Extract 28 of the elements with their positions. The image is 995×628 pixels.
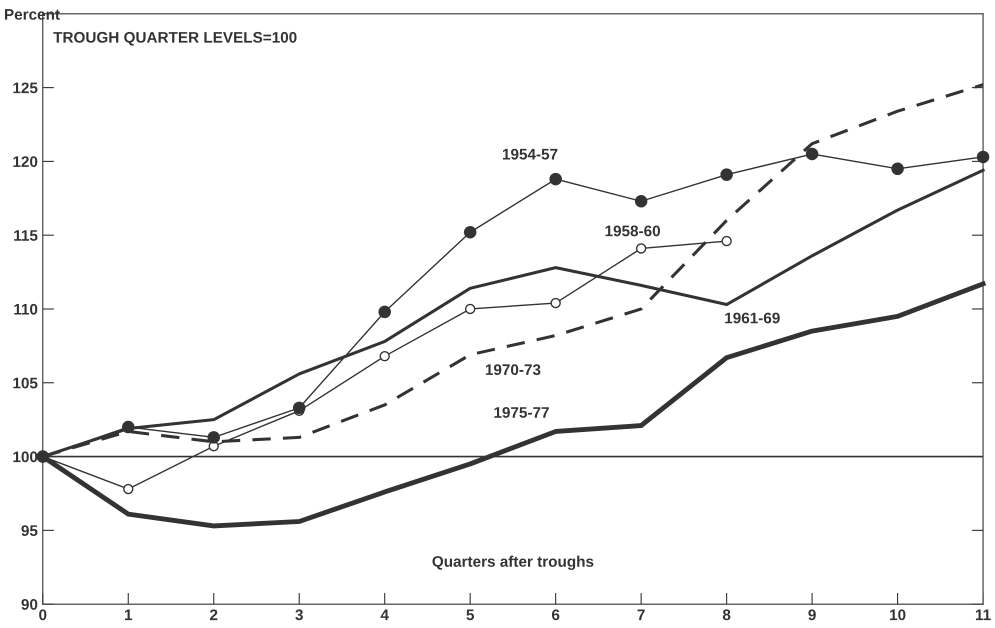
y-tick-label: 105 — [13, 378, 38, 388]
y-tick-label: 90 — [21, 599, 38, 610]
x-tick-label: 4 — [380, 610, 389, 620]
x-tick-label: 6 — [552, 609, 560, 620]
series-label: 1958-60 — [606, 226, 660, 236]
x-tick-label: 2 — [210, 609, 218, 620]
series-label: 1961-69 — [725, 312, 780, 324]
x-tick-label: 10 — [890, 609, 906, 620]
y-tick-label: 115 — [14, 230, 38, 241]
x-tick-label: 7 — [638, 610, 645, 620]
series-label: 1954-57 — [502, 148, 558, 160]
x-tick-label: 5 — [466, 610, 474, 620]
x-tick-label: 9 — [808, 609, 816, 620]
x-tick-label: 1 — [124, 610, 132, 620]
y-tick-label: 125 — [13, 82, 38, 94]
annotation: TROUGH QUARTER LEVELS=100 — [53, 32, 297, 46]
y-axis-title: Percent — [5, 9, 60, 20]
y-tick-label: 120 — [13, 156, 38, 168]
y-tick-label: 95 — [21, 525, 38, 536]
y-tick-label: 110 — [14, 304, 38, 315]
x-axis-title: Quarters after troughs — [432, 556, 594, 570]
series-label: 1975-77 — [494, 407, 549, 418]
x-tick-label: 11 — [976, 610, 991, 620]
x-tick-label: 3 — [295, 609, 303, 620]
x-tick-label: 0 — [39, 609, 46, 620]
x-tick-label: 8 — [722, 609, 730, 620]
y-tick-label: 100 — [13, 451, 38, 462]
series-label: 1970-73 — [486, 364, 540, 376]
